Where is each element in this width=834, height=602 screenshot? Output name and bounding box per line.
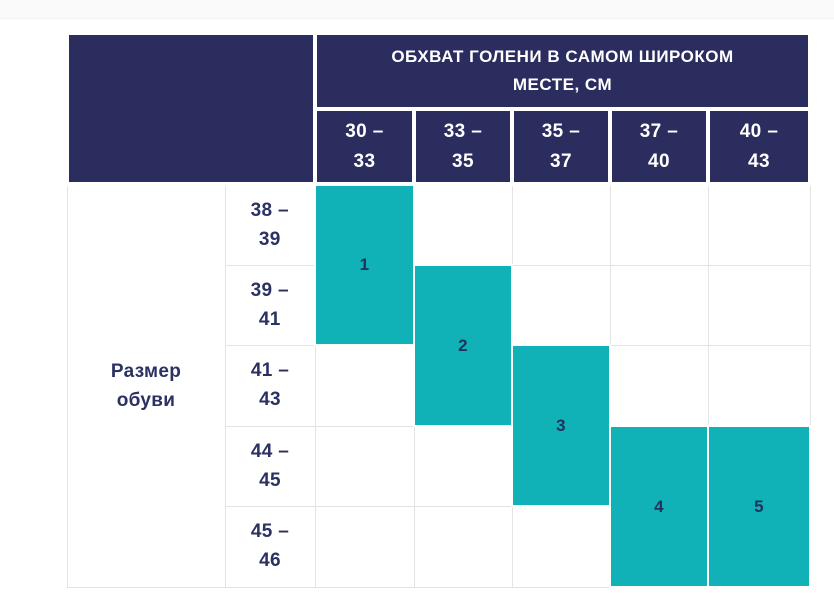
column-header-35-37: 35 – 37 (510, 107, 612, 186)
row-header-label: 44 – 45 (250, 440, 290, 491)
shoe-size-group-header-label: Размер обуви (110, 360, 182, 412)
row-header-label: 41 – 43 (250, 360, 290, 411)
table-corner-cell (65, 31, 317, 186)
empty-cell (413, 183, 513, 266)
size-chart-table: ОБХВАТ ГОЛЕНИ В САМОМ ШИРОКОМ МЕСТЕ, СМ … (65, 31, 813, 588)
column-header-label: 33 – 35 (443, 121, 483, 172)
size-cell-value: 1 (359, 255, 370, 275)
row-header-44-45: 44 – 45 (224, 425, 316, 507)
row-header-label: 38 – 39 (250, 199, 289, 251)
row-header-45-46: 45 – 46 (224, 505, 316, 588)
size-cell-3: 3 (511, 344, 611, 507)
size-cell-5: 5 (706, 425, 812, 588)
size-cell-4: 4 (609, 425, 709, 588)
column-header-33-35: 33 – 35 (412, 107, 514, 186)
row-header-38-39: 38 – 39 (224, 183, 316, 266)
empty-cell (609, 344, 709, 427)
row-header-41-43: 41 – 43 (224, 344, 316, 427)
column-header-label: 35 – 37 (541, 121, 581, 172)
size-cell-1: 1 (314, 183, 415, 346)
empty-cell (511, 183, 611, 266)
empty-cell (707, 264, 811, 346)
shoe-size-group-header: Размер обуви (66, 183, 226, 588)
calf-circumference-group-header: ОБХВАТ ГОЛЕНИ В САМОМ ШИРОКОМ МЕСТЕ, СМ (312, 31, 813, 111)
row-header-label: 39 – 41 (250, 279, 289, 330)
empty-cell (707, 344, 811, 427)
empty-cell (511, 505, 611, 588)
size-cell-value: 3 (556, 415, 566, 435)
empty-cell (511, 264, 611, 346)
empty-cell (707, 183, 811, 266)
column-header-30-33: 30 – 33 (313, 107, 416, 186)
empty-cell (413, 425, 513, 507)
empty-cell (413, 505, 513, 588)
empty-cell (609, 183, 709, 266)
column-header-40-43: 40 – 43 (705, 107, 813, 186)
empty-cell (609, 264, 709, 346)
row-header-label: 45 – 46 (250, 521, 290, 572)
size-cell-value: 4 (654, 496, 664, 516)
column-header-label: 30 – 33 (345, 121, 384, 172)
column-header-label: 40 – 43 (739, 121, 779, 172)
size-cell-value: 5 (754, 496, 764, 516)
empty-cell (314, 505, 415, 588)
column-header-label: 37 – 40 (639, 121, 679, 172)
size-cell-value: 2 (458, 335, 468, 355)
column-header-37-40: 37 – 40 (608, 107, 710, 186)
calf-circumference-group-header-label: ОБХВАТ ГОЛЕНИ В САМОМ ШИРОКОМ МЕСТЕ, СМ (391, 46, 734, 94)
row-header-39-41: 39 – 41 (224, 264, 316, 346)
empty-cell (314, 425, 415, 507)
size-cell-2: 2 (413, 264, 513, 427)
page-top-strip (0, 0, 834, 19)
empty-cell (314, 344, 415, 427)
